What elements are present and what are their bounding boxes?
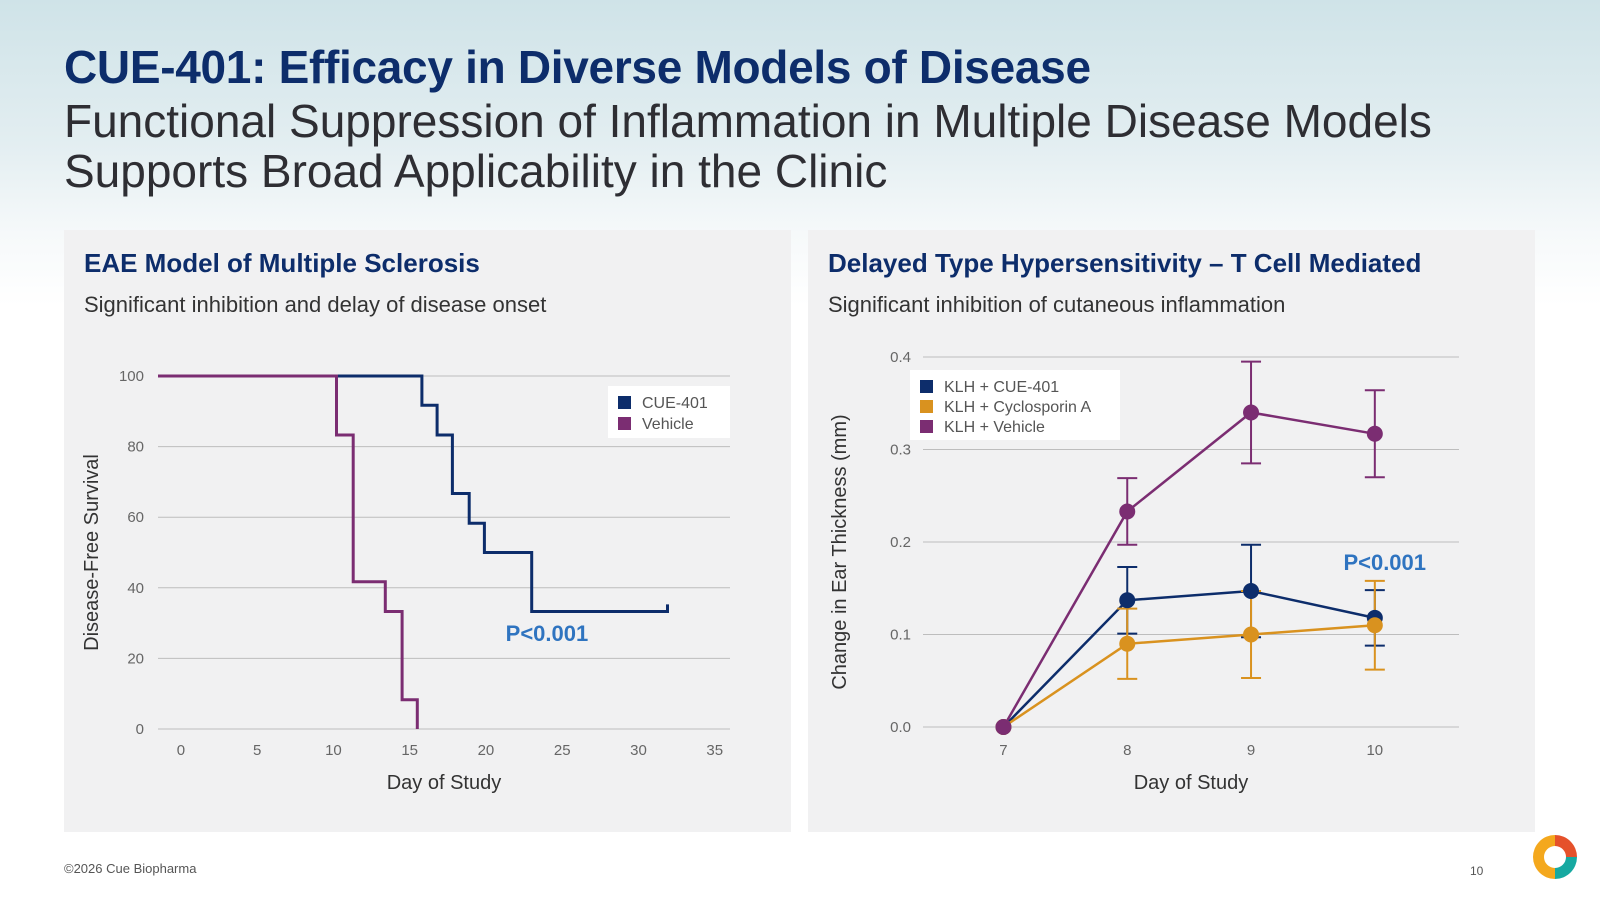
y-tick-label: 100 — [119, 368, 144, 385]
x-tick-label: 10 — [1366, 742, 1383, 759]
data-point — [1119, 503, 1136, 520]
survival-chart: 0 20 40 60 80 100 0 5 10 15 20 25 30 35 Day of Study Di… — [81, 368, 730, 794]
series-line-klh-cyclosporin-a — [1002, 624, 1375, 729]
y-tick-label: 40 — [127, 580, 144, 597]
x-axis-title: Day of Study — [1134, 772, 1249, 794]
x-tick-label: 5 — [253, 742, 261, 759]
y-tick-label: 20 — [127, 650, 144, 667]
x-tick-label: 20 — [478, 742, 495, 759]
data-point — [1366, 425, 1383, 442]
legend-swatch — [618, 417, 631, 430]
y-axis-title: Change in Ear Thickness (mm) — [829, 414, 851, 689]
x-tick-label: 15 — [401, 742, 418, 759]
dth-panel: Delayed Type Hypersensitivity – T Cell M… — [808, 230, 1535, 832]
x-tick-label: 8 — [1123, 742, 1131, 759]
legend-label: KLH + CUE-401 — [944, 379, 1059, 396]
data-point — [995, 719, 1012, 735]
x-tick-label: 25 — [554, 742, 571, 759]
y-tick-label: 60 — [127, 509, 144, 526]
data-point — [1243, 626, 1260, 643]
legend-swatch — [920, 400, 933, 413]
y-axis-title: Disease-Free Survival — [81, 454, 103, 651]
panel-title: EAE Model of Multiple Sclerosis — [84, 248, 480, 278]
legend-label: KLH + Vehicle — [944, 419, 1045, 436]
company-logo — [1533, 835, 1577, 879]
x-tick-label: 0 — [177, 742, 185, 759]
x-tick-label: 30 — [630, 742, 647, 759]
p-value-annotation: P<0.001 — [506, 621, 589, 646]
legend-label: Vehicle — [642, 416, 694, 433]
legend-label: CUE-401 — [642, 395, 708, 412]
legend-label: KLH + Cyclosporin A — [944, 399, 1092, 416]
x-tick-label: 10 — [325, 742, 342, 759]
y-tick-label: 0.1 — [890, 627, 911, 644]
data-point — [1119, 635, 1136, 652]
data-point — [1243, 583, 1260, 600]
copyright: ©2026 Cue Biopharma — [64, 861, 197, 876]
panel-subtitle: Significant inhibition and delay of dise… — [84, 292, 547, 317]
data-point — [1366, 617, 1383, 634]
ear-thickness-chart: 0.0 0.1 0.2 0.3 0.4 7 8 9 10 Day of Study Change i… — [829, 349, 1459, 794]
x-tick-label: 9 — [1247, 742, 1255, 759]
p-value-annotation: P<0.001 — [1343, 550, 1426, 575]
y-tick-label: 0.3 — [890, 442, 911, 459]
series-line-vehicle — [158, 374, 419, 729]
y-tick-label: 0.0 — [890, 719, 911, 736]
legend-swatch — [618, 396, 631, 409]
legend-swatch — [920, 380, 933, 393]
x-tick-label: 7 — [999, 742, 1007, 759]
data-point — [1243, 404, 1260, 421]
x-axis-title: Day of Study — [387, 772, 502, 794]
series-line-klh-vehicle — [1002, 411, 1376, 728]
y-tick-label: 0 — [136, 721, 144, 738]
slide-subtitle: Functional Suppression of Inflammation i… — [64, 95, 1432, 197]
panel-title: Delayed Type Hypersensitivity – T Cell M… — [828, 248, 1422, 278]
legend-box — [910, 370, 1120, 440]
y-tick-label: 0.4 — [890, 349, 911, 366]
slide-title: CUE-401: Efficacy in Diverse Models of D… — [64, 41, 1091, 93]
series-line-klh-cue-401 — [1002, 589, 1376, 728]
y-tick-label: 80 — [127, 439, 144, 456]
legend-swatch — [920, 420, 933, 433]
x-tick-label: 35 — [706, 742, 723, 759]
panel-subtitle: Significant inhibition of cutaneous infl… — [828, 292, 1286, 317]
series-line-cue-401 — [158, 374, 669, 613]
data-point — [1119, 592, 1136, 609]
y-tick-label: 0.2 — [890, 534, 911, 551]
eae-panel: EAE Model of Multiple Sclerosis Signific… — [64, 230, 791, 832]
page-number: 10 — [1470, 864, 1484, 878]
